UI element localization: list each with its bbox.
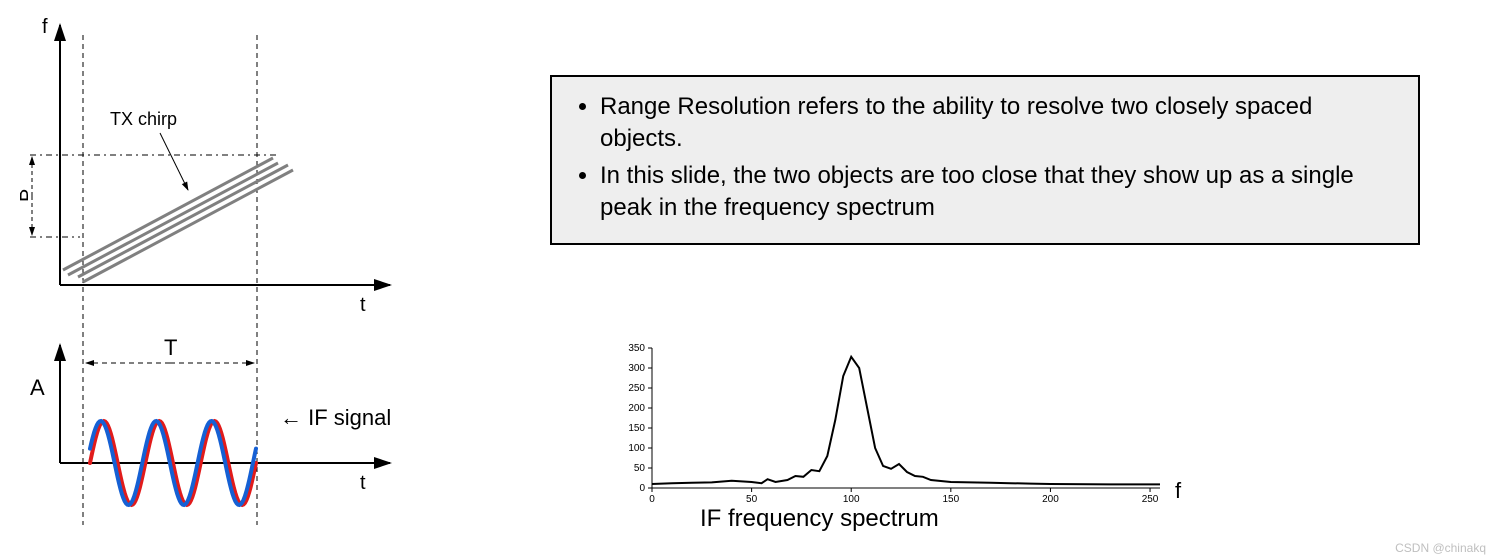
- svg-text:200: 200: [1042, 494, 1059, 505]
- svg-text:← IF signal: ← IF signal: [280, 405, 391, 430]
- svg-text:t: t: [360, 294, 366, 316]
- svg-text:t: t: [360, 472, 366, 494]
- info-bullet-list: Range Resolution refers to the ability t…: [570, 91, 1400, 225]
- spectrum-chart: 0 50 100 150 200 250 300 350 0 50 100 150 200 250: [610, 340, 1170, 520]
- svg-text:TX chirp: TX chirp: [110, 109, 177, 129]
- info-bullet-1: Range Resolution refers to the ability t…: [600, 91, 1400, 156]
- svg-text:A: A: [30, 375, 45, 400]
- svg-text:150: 150: [628, 423, 645, 434]
- chirp-and-if-svg: f t B TX chirp At T ← IF signal: [20, 15, 440, 545]
- spectrum-f-label: f: [1175, 478, 1181, 504]
- svg-text:50: 50: [634, 463, 646, 474]
- info-box: Range Resolution refers to the ability t…: [550, 75, 1420, 245]
- svg-text:B: B: [20, 189, 33, 202]
- svg-text:100: 100: [843, 494, 860, 505]
- spectrum-caption: IF frequency spectrum: [700, 505, 939, 533]
- info-bullet-2: In this slide, the two objects are too c…: [600, 160, 1400, 225]
- svg-text:250: 250: [628, 383, 645, 394]
- svg-text:0: 0: [649, 494, 655, 505]
- svg-text:50: 50: [746, 494, 758, 505]
- svg-text:350: 350: [628, 343, 645, 354]
- svg-text:T: T: [164, 335, 177, 360]
- svg-text:200: 200: [628, 403, 645, 414]
- svg-text:150: 150: [942, 494, 959, 505]
- left-diagram-panel: f t B TX chirp At T ← IF signal: [20, 15, 440, 535]
- spectrum-svg: 0 50 100 150 200 250 300 350 0 50 100 150 200 250: [610, 340, 1170, 510]
- svg-text:250: 250: [1142, 494, 1159, 505]
- svg-text:0: 0: [639, 483, 645, 494]
- svg-text:f: f: [42, 16, 48, 38]
- watermark: CSDN @chinakq: [1395, 541, 1486, 555]
- svg-text:100: 100: [628, 443, 645, 454]
- svg-text:300: 300: [628, 363, 645, 374]
